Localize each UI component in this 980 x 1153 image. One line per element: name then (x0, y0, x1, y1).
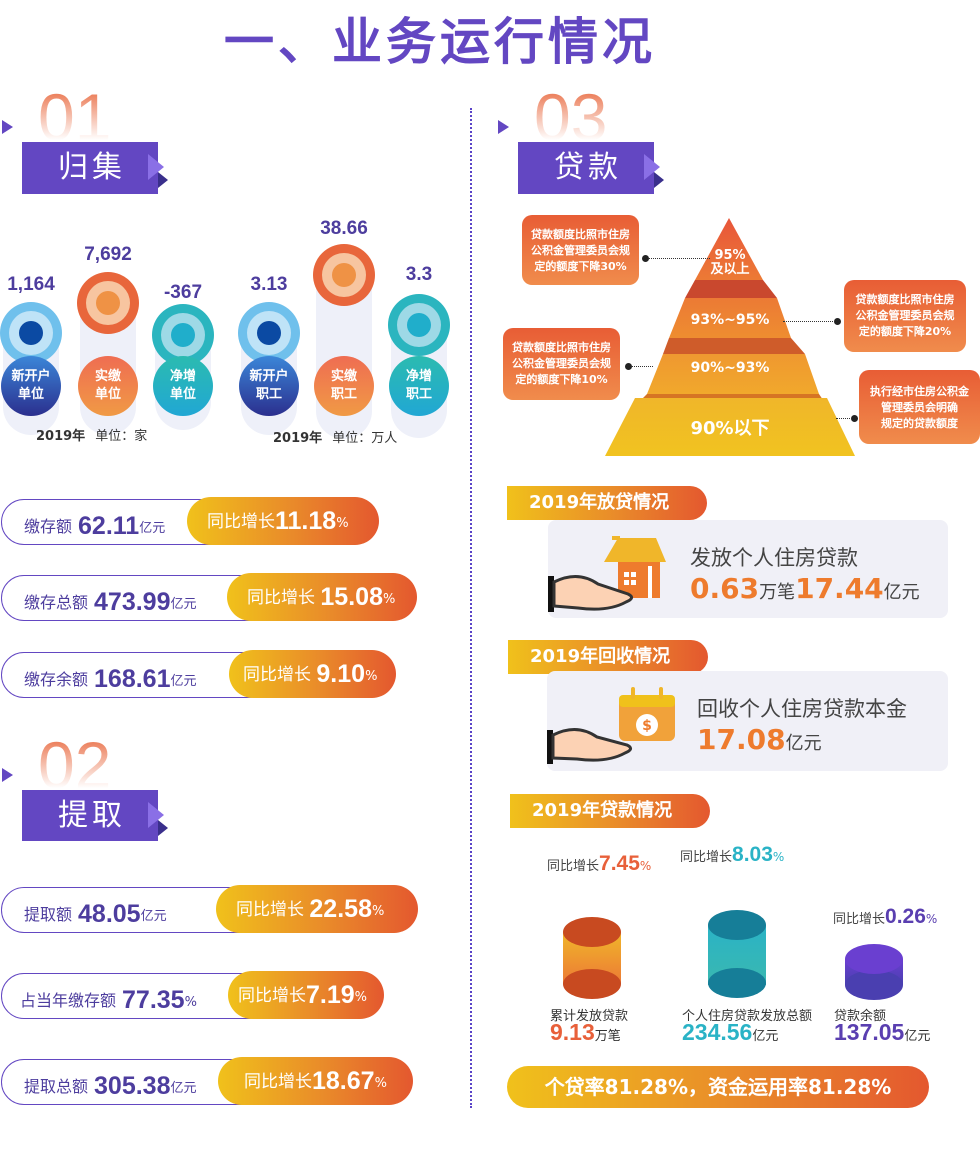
yoy-balance: 同比增长0.26% (833, 905, 938, 928)
target-circle-icon (388, 294, 450, 356)
pyramid-note-10: 贷款额度比照市住房 公积金管理委员会规 定的额度下降10% (503, 328, 620, 400)
stat-value: 3.3 (405, 264, 433, 285)
stat-value: 3.13 (250, 274, 288, 295)
units-note: 2019年 单位：家 (36, 429, 148, 444)
loan-ratio-banner: 个贷率81.28%，资金运用率81.28% (507, 1066, 929, 1108)
section-header-loans: 03 贷款 (498, 84, 698, 202)
workers-note: 2019年 单位：万人 (273, 431, 398, 446)
yoy-cumulative: 同比增长7.45% (547, 852, 652, 875)
stat-value: 1,164 (7, 274, 55, 295)
growth-badge: 同比增长18.67% (218, 1057, 413, 1105)
section-number: 02 (38, 728, 112, 802)
section-header-collection: 01 归集 (2, 84, 202, 202)
connector-dot (642, 255, 649, 262)
target-circle-icon (77, 272, 139, 334)
growth-badge: 同比增长 15.08% (227, 573, 417, 621)
arrow-right-small-icon (158, 172, 168, 188)
ribbon-recovery: 2019年回收情况 (508, 640, 708, 674)
caption-issued-total: 个人住房贷款发放总额 (682, 1009, 813, 1024)
issuance-title: 发放个人住房贷款 (690, 546, 858, 570)
arrow-right-small-icon (158, 820, 168, 836)
stat-label: 实缴 单位 (78, 356, 138, 416)
pyramid-level-3: 90%~93% (690, 360, 770, 376)
triangle-marker-icon (498, 120, 509, 134)
stat-pill-deposit-balance: 缴存余额 168.61亿元 (1, 652, 271, 698)
stat-value: -367 (163, 282, 203, 303)
yoy-issued-total: 同比增长8.03% (680, 843, 785, 866)
recovery-card: $ 回收个人住房贷款本金 17.08亿元 (547, 671, 948, 771)
loan-pyramid-chart (605, 218, 855, 456)
growth-badge: 同比增长11.18% (187, 497, 379, 545)
stat-pill-withdrawal-ratio: 占当年缴存额 77.35% (1, 973, 271, 1019)
section-header-withdrawal: 02 提取 (2, 732, 202, 850)
column-divider (470, 108, 472, 1108)
stat-label: 新开户 职工 (239, 356, 299, 416)
section-title: 归集 (22, 142, 158, 194)
pyramid-level-bottom: 90%以下 (690, 418, 770, 439)
stat-pill-total-deposit: 缴存总额 473.99亿元 (1, 575, 271, 621)
stat-value: 38.66 (320, 218, 368, 239)
issuance-card: 发放个人住房贷款 0.63万笔17.44亿元 (548, 520, 948, 618)
connector-dot (834, 318, 841, 325)
growth-badge: 同比增长 9.10% (229, 650, 396, 698)
arrow-right-small-icon (654, 172, 664, 188)
recovery-title: 回收个人住房贷款本金 (697, 697, 907, 721)
pyramid-level-top: 95% 及以上 (710, 248, 750, 277)
house-in-hand-icon (548, 536, 666, 612)
connector-dot (851, 415, 858, 422)
target-circle-icon (0, 302, 62, 364)
recovery-values: 17.08亿元 (697, 723, 822, 756)
money-calendar-in-hand-icon: $ (547, 687, 675, 764)
pyramid-note-30: 贷款额度比照市住房 公积金管理委员会规 定的额度下降30% (522, 215, 639, 285)
section-number: 01 (38, 80, 112, 154)
value-issued-total: 234.56亿元 (682, 1019, 779, 1045)
caption-balance: 贷款余额 (834, 1009, 887, 1024)
target-circle-icon (238, 302, 300, 364)
pyramid-note-standard: 执行经市住房公积金 管理委员会明确 规定的贷款额度 (859, 370, 980, 444)
caption-cumulative: 累计发放贷款 (550, 1009, 629, 1024)
issuance-values: 0.63万笔17.44亿元 (690, 572, 920, 605)
target-circle-icon (152, 304, 214, 366)
ribbon-loan-status: 2019年贷款情况 (510, 794, 710, 828)
section-number: 03 (534, 80, 608, 154)
page-title: 一、业务运行情况 (224, 13, 656, 71)
growth-badge: 同比增长7.19% (228, 971, 384, 1019)
connector-dot (625, 363, 632, 370)
stat-label: 净增 职工 (389, 356, 449, 416)
target-circle-icon (313, 244, 375, 306)
growth-badge: 同比增长 22.58% (216, 885, 418, 933)
section-title: 提取 (22, 790, 158, 841)
value-balance: 137.05亿元 (834, 1019, 931, 1045)
pyramid-level-2: 93%~95% (690, 312, 770, 328)
stat-label: 净增 单位 (153, 356, 213, 416)
triangle-marker-icon (2, 768, 13, 782)
stat-label: 新开户 单位 (1, 356, 61, 416)
section-title: 贷款 (518, 142, 654, 194)
ribbon-issuance: 2019年放贷情况 (507, 486, 707, 520)
stat-value: 7,692 (84, 244, 132, 265)
stat-label: 实缴 职工 (314, 356, 374, 416)
triangle-marker-icon (2, 120, 13, 134)
value-cumulative: 9.13万笔 (550, 1019, 621, 1045)
pyramid-note-20: 贷款额度比照市住房 公积金管理委员会规 定的额度下降20% (844, 280, 966, 352)
svg-text:$: $ (642, 718, 652, 734)
